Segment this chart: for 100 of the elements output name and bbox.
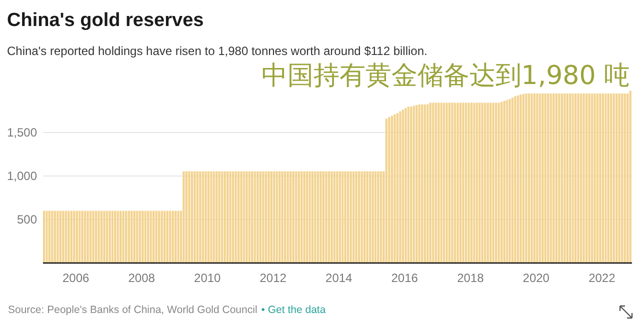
bar bbox=[270, 171, 272, 263]
bar bbox=[420, 104, 424, 263]
bar bbox=[412, 106, 415, 263]
bar bbox=[610, 94, 612, 263]
bar bbox=[500, 102, 503, 263]
bar bbox=[520, 94, 522, 263]
bar bbox=[377, 171, 380, 263]
bar bbox=[185, 171, 188, 263]
bar bbox=[429, 102, 432, 263]
bar bbox=[295, 171, 298, 263]
y-tick-label: 1,500 bbox=[6, 126, 38, 140]
bar bbox=[456, 102, 459, 263]
x-tick-label: 2020 bbox=[522, 271, 550, 285]
bar bbox=[142, 210, 144, 263]
bar bbox=[338, 171, 342, 263]
bar bbox=[81, 210, 84, 263]
bar bbox=[100, 210, 103, 263]
bar bbox=[596, 94, 599, 263]
bar bbox=[516, 95, 519, 263]
bar bbox=[358, 171, 360, 263]
bar bbox=[116, 210, 119, 263]
bar bbox=[459, 102, 462, 263]
bar bbox=[218, 171, 220, 263]
bar bbox=[284, 171, 286, 263]
chart-title: China's gold reserves bbox=[7, 10, 204, 31]
bar bbox=[248, 171, 250, 263]
bar bbox=[182, 171, 185, 263]
bar bbox=[204, 171, 207, 263]
bar bbox=[133, 210, 136, 263]
bar bbox=[89, 210, 92, 263]
bar bbox=[144, 210, 146, 263]
bar bbox=[407, 106, 410, 263]
bar bbox=[128, 210, 130, 263]
bar bbox=[169, 210, 172, 263]
bar bbox=[98, 210, 100, 263]
bar bbox=[333, 171, 336, 263]
bar bbox=[547, 94, 550, 263]
bar bbox=[146, 210, 150, 263]
bar bbox=[106, 210, 108, 263]
bar bbox=[585, 94, 588, 263]
bar bbox=[372, 171, 374, 263]
bar bbox=[385, 118, 388, 263]
bar bbox=[498, 102, 500, 263]
bar bbox=[490, 102, 492, 263]
bar bbox=[166, 210, 168, 263]
bar bbox=[150, 210, 152, 263]
bar bbox=[530, 94, 533, 263]
bar bbox=[51, 210, 54, 263]
source-note: Source: People's Banks of China, World Gold Council bbox=[8, 304, 258, 316]
annotation: 中国持有黄金储备达到1,980 吨 bbox=[261, 61, 630, 91]
x-tick-label: 2014 bbox=[326, 271, 353, 285]
bar bbox=[494, 102, 498, 263]
bar bbox=[416, 105, 418, 263]
bar bbox=[514, 96, 516, 263]
bar bbox=[330, 171, 333, 263]
bar bbox=[84, 210, 86, 263]
bar bbox=[564, 94, 566, 263]
bar bbox=[629, 90, 632, 263]
bar bbox=[555, 94, 558, 263]
bar bbox=[286, 171, 289, 263]
bar bbox=[577, 94, 580, 263]
bar bbox=[478, 102, 481, 263]
bar bbox=[64, 210, 67, 263]
bar bbox=[582, 94, 585, 263]
bar bbox=[464, 102, 468, 263]
bar bbox=[533, 94, 536, 263]
bar bbox=[76, 210, 78, 263]
bar bbox=[194, 171, 196, 263]
bar bbox=[256, 171, 259, 263]
bar bbox=[43, 210, 46, 263]
bar bbox=[454, 102, 456, 263]
bar bbox=[120, 210, 122, 263]
bar bbox=[470, 102, 473, 263]
bar bbox=[522, 94, 525, 263]
bar bbox=[560, 94, 563, 263]
bar bbox=[276, 171, 278, 263]
x-tick-label: 2006 bbox=[62, 271, 90, 285]
bar bbox=[344, 171, 346, 263]
bar bbox=[574, 94, 577, 263]
bar bbox=[73, 210, 76, 263]
bar bbox=[188, 171, 190, 263]
bar bbox=[484, 102, 486, 263]
bar bbox=[451, 102, 454, 263]
bar bbox=[130, 210, 133, 263]
bar bbox=[320, 171, 322, 263]
bar bbox=[174, 210, 177, 263]
bar bbox=[212, 171, 215, 263]
bar bbox=[418, 104, 420, 263]
bar bbox=[273, 171, 276, 263]
bar bbox=[240, 171, 242, 263]
bar bbox=[224, 171, 226, 263]
bar bbox=[538, 94, 541, 263]
bar bbox=[108, 210, 111, 263]
x-tick-label: 2022 bbox=[588, 271, 616, 285]
bar bbox=[155, 210, 158, 263]
bar bbox=[136, 210, 138, 263]
bar bbox=[434, 102, 437, 263]
bar bbox=[316, 171, 320, 263]
bar bbox=[289, 171, 292, 263]
bar bbox=[122, 210, 124, 263]
